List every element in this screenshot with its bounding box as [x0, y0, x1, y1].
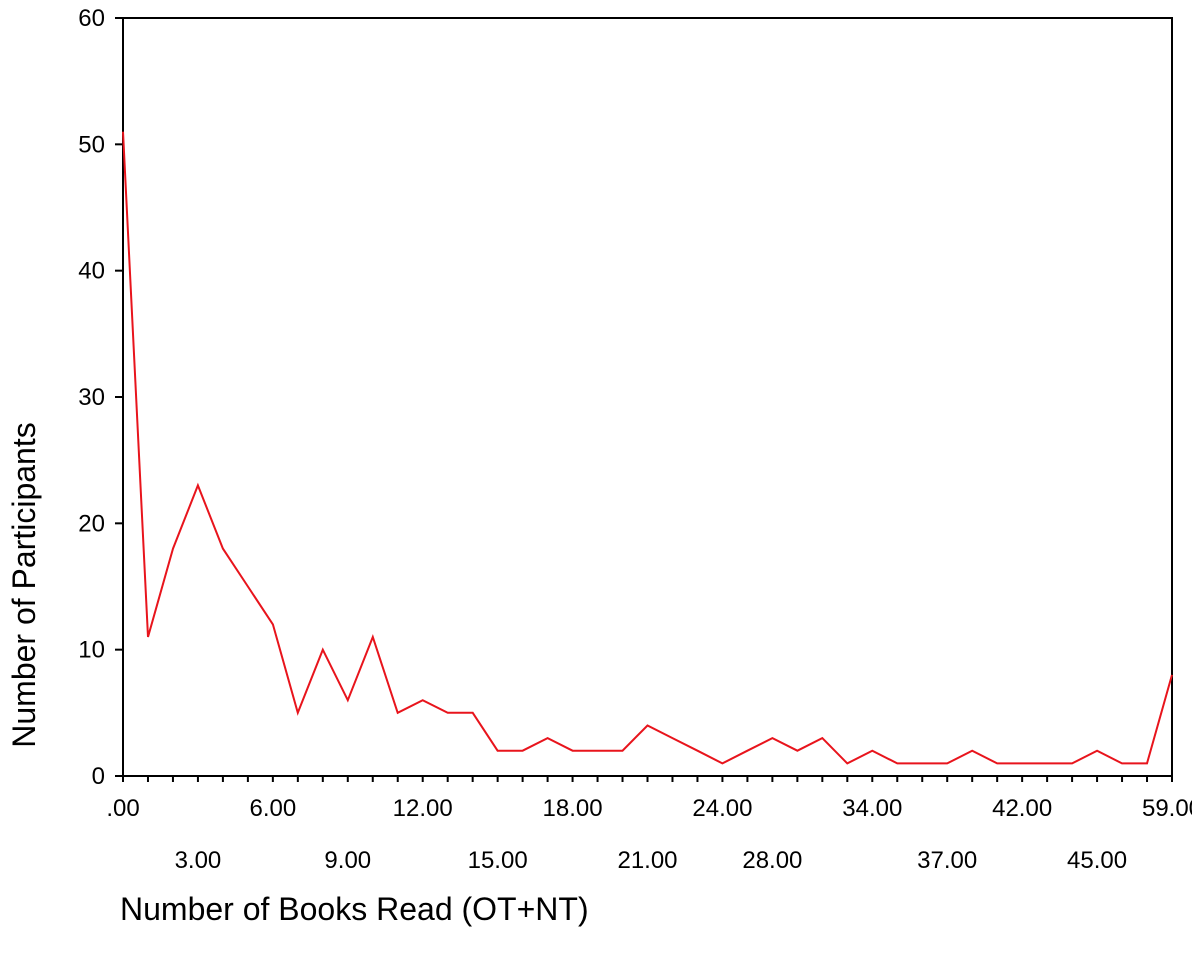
x-tick-label: 21.00 [617, 847, 677, 874]
x-tick-label: 28.00 [742, 847, 802, 874]
y-tick-label: 30 [78, 384, 105, 411]
x-tick-label: 3.00 [175, 847, 222, 874]
x-tick-label: 34.00 [842, 795, 902, 822]
x-tick-label: 45.00 [1067, 847, 1127, 874]
x-tick-label: 12.00 [393, 795, 453, 822]
series-line [122, 131, 1173, 765]
x-tick-label: 59.00 [1142, 795, 1192, 822]
y-axis: 0 10 20 30 40 50 60 [78, 5, 123, 790]
y-tick-label: 20 [78, 510, 105, 537]
x-tick-label: 24.00 [692, 795, 752, 822]
x-tick-label: 6.00 [249, 795, 296, 822]
x-tick-label: 37.00 [917, 847, 977, 874]
plot-frame [122, 17, 1173, 777]
x-tick-label: 42.00 [992, 795, 1052, 822]
x-tick-label: 15.00 [468, 847, 528, 874]
x-tick-label: .00 [106, 795, 139, 822]
y-axis-title: Number of Participants [6, 422, 42, 747]
y-tick-label: 60 [78, 5, 105, 32]
y-tick-label: 10 [78, 637, 105, 664]
x-axis-title: Number of Books Read (OT+NT) [120, 891, 589, 927]
y-tick-label: 0 [92, 763, 105, 790]
y-tick-label: 40 [78, 258, 105, 285]
x-tick-label: 18.00 [543, 795, 603, 822]
y-tick-label: 50 [78, 131, 105, 158]
x-tick-label: 9.00 [324, 847, 371, 874]
x-axis: .00 6.00 12.00 18.00 24.00 34.00 42.00 59.00 3.0… [106, 776, 1192, 874]
